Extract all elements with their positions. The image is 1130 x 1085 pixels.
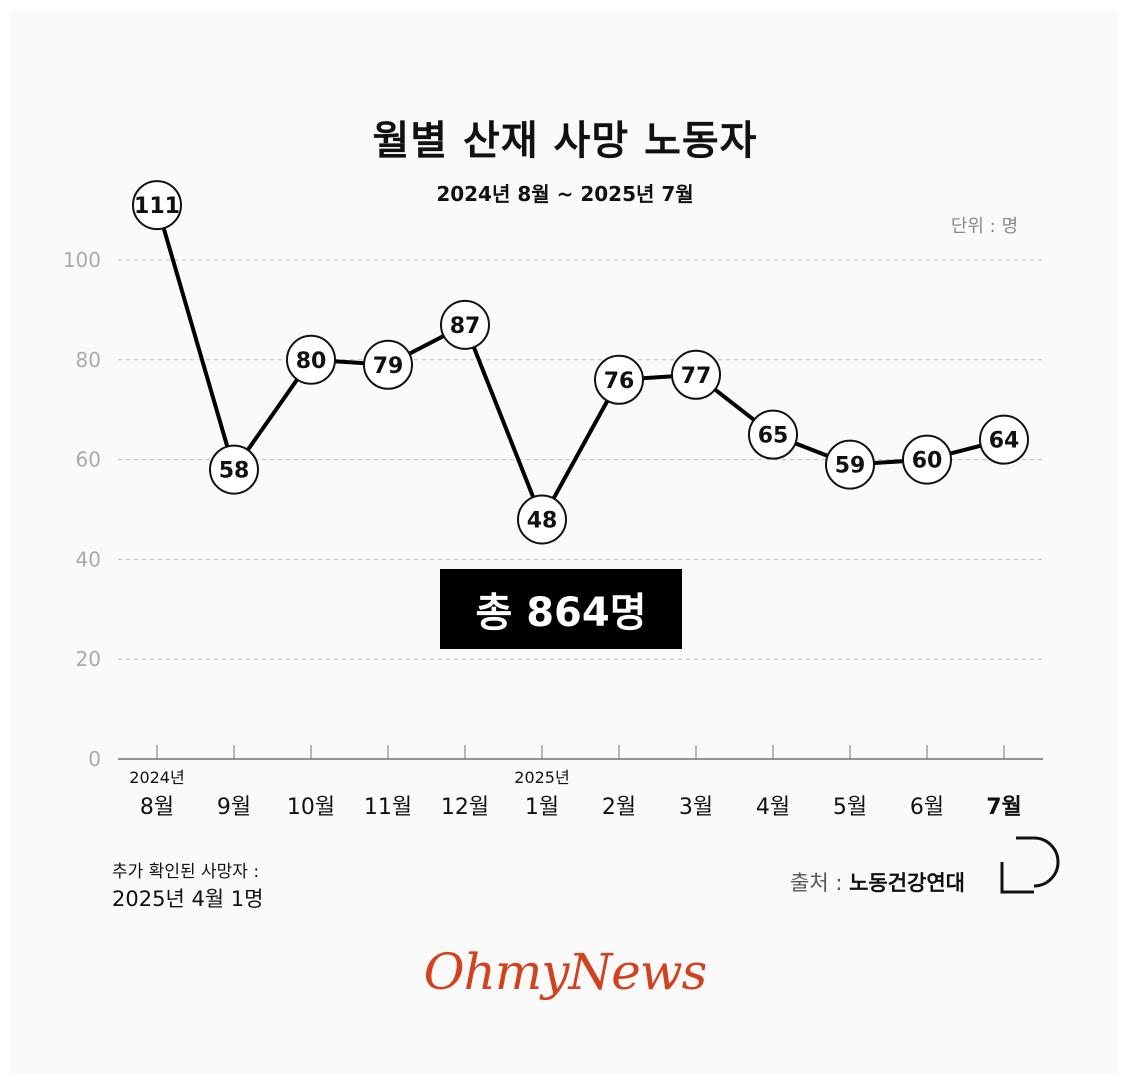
data-label: 80 [296, 349, 327, 374]
year-marker-label: 2024년 [129, 768, 184, 787]
data-label: 58 [219, 459, 250, 484]
brand-logo: OhmyNews [423, 943, 708, 1001]
data-point: 77 [671, 349, 721, 400]
data-point: 59 [825, 439, 875, 490]
data-point-marker [979, 414, 1029, 465]
data-point: 80 [286, 334, 336, 385]
y-tick-label: 40 [76, 547, 101, 571]
data-point: 65 [748, 409, 798, 460]
data-point-marker [209, 444, 259, 495]
y-tick-label: 20 [76, 647, 101, 671]
unit-label: 단위 : 명 [950, 216, 1018, 237]
data-label: 59 [835, 454, 866, 479]
y-tick-label: 80 [76, 348, 101, 372]
x-tick-label: 6월 [910, 795, 944, 820]
y-tick-label: 60 [76, 448, 101, 472]
chart-title: 월별 산재 사망 노동자 [372, 118, 758, 164]
x-tick-label: 3월 [679, 795, 713, 820]
data-point: 79 [363, 339, 413, 390]
data-label: 48 [527, 508, 558, 533]
x-tick-label: 10월 [287, 795, 335, 820]
y-tick-label: 0 [88, 747, 101, 771]
total-label: 총 864명 [475, 590, 647, 636]
data-point-marker [671, 349, 721, 400]
source-label: 출처 : [790, 871, 850, 895]
x-tick-label: 8월 [140, 795, 174, 820]
data-label: 111 [134, 194, 180, 219]
data-point: 111 [132, 180, 182, 231]
grid-layer: 0 20 40 60 80 100 [63, 248, 1043, 771]
x-tick-label: 5월 [833, 795, 867, 820]
data-label: 77 [681, 364, 712, 389]
data-point: 58 [209, 444, 259, 495]
data-point-marker [363, 339, 413, 390]
data-label: 64 [989, 429, 1020, 454]
series-line [155, 203, 1006, 522]
data-point: 87 [440, 299, 490, 350]
chart-card [10, 10, 1118, 1075]
data-point-marker [902, 434, 952, 485]
data-label: 65 [758, 424, 789, 449]
data-points: 111 58 80 79 87 48 76 77 65 59 60 64 [132, 180, 1029, 545]
total-badge: 총 864명 [440, 569, 682, 649]
data-point: 64 [979, 414, 1029, 465]
x-tick-label: 11월 [364, 795, 412, 820]
source-credit: 출처 : 노동건강연대 [790, 867, 965, 897]
footnote-label: 추가 확인된 사망자 : [112, 862, 260, 882]
data-point-marker [748, 409, 798, 460]
data-point: 76 [594, 354, 644, 405]
chart-subtitle: 2024년 8월 ~ 2025년 7월 [436, 182, 694, 206]
x-tick-label: 9월 [217, 795, 251, 820]
x-tick-label: 1월 [525, 795, 559, 820]
data-label: 76 [604, 369, 635, 394]
data-point-marker [517, 494, 567, 545]
data-point: 48 [517, 494, 567, 545]
publisher-logo-icon [1000, 836, 1060, 894]
data-point-marker [825, 439, 875, 490]
y-tick-label: 100 [63, 248, 101, 272]
source-value: 노동건강연대 [849, 871, 965, 895]
data-point-marker [594, 354, 644, 405]
x-tick-label: 4월 [756, 795, 790, 820]
data-label: 60 [912, 449, 943, 474]
data-point-marker [132, 180, 182, 231]
series-line-layer [155, 203, 1006, 522]
data-label: 87 [450, 314, 481, 339]
x-tick-label: 7월 [986, 795, 1022, 820]
x-tick-label: 2월 [602, 795, 636, 820]
data-point-marker [440, 299, 490, 350]
data-point-marker [286, 334, 336, 385]
footnote-value: 2025년 4월 1명 [112, 887, 264, 911]
data-label: 79 [373, 354, 404, 379]
x-tick-label: 12월 [441, 795, 489, 820]
x-axis: 8월 9월 10월 11월 12월 1월 2월 3월 4월 5월 6월 7월 2024년 2025년 [118, 745, 1043, 820]
data-point: 60 [902, 434, 952, 485]
year-marker-label: 2025년 [514, 768, 569, 787]
